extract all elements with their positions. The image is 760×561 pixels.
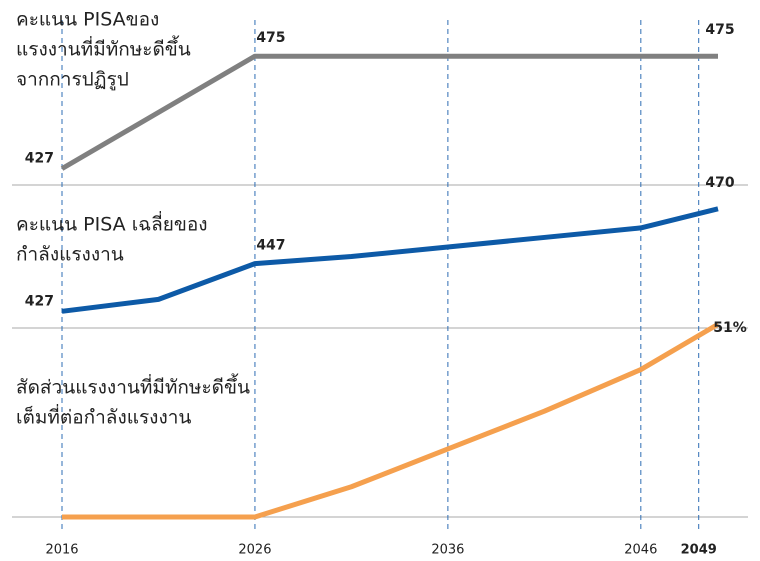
value-label: 470 — [705, 175, 734, 191]
line — [62, 322, 720, 520]
panel-title: กำลังแรงงาน — [16, 244, 124, 266]
value-label: 475 — [256, 30, 285, 46]
x-tick-label: 2036 — [431, 543, 464, 558]
value-label: 51% — [713, 320, 747, 336]
panel-title: จากการปฏิรูป — [16, 69, 129, 91]
panel-title: สัดส่วนแรงงานที่มีทักษะดีขึ้น — [16, 374, 250, 399]
panel-title: คะแนน PISA เฉลี่ยของ — [16, 211, 208, 236]
panel-title: เต็มที่ต่อกำลังแรงงาน — [16, 404, 191, 429]
value-label: 447 — [256, 238, 285, 254]
line — [60, 53, 718, 171]
x-tick-label: 2049 — [681, 543, 717, 558]
panel-title: คะแนน PISAของ — [16, 9, 159, 31]
value-label: 427 — [25, 151, 54, 167]
x-tick-label: 2046 — [624, 543, 657, 558]
value-label: 427 — [25, 293, 54, 309]
panel-title: แรงงานที่มีทักษะดีขึ้น — [16, 36, 191, 61]
x-tick-label: 2026 — [238, 543, 271, 558]
x-tick-label: 2016 — [45, 543, 78, 558]
value-label: 475 — [705, 22, 734, 38]
line — [61, 206, 719, 314]
